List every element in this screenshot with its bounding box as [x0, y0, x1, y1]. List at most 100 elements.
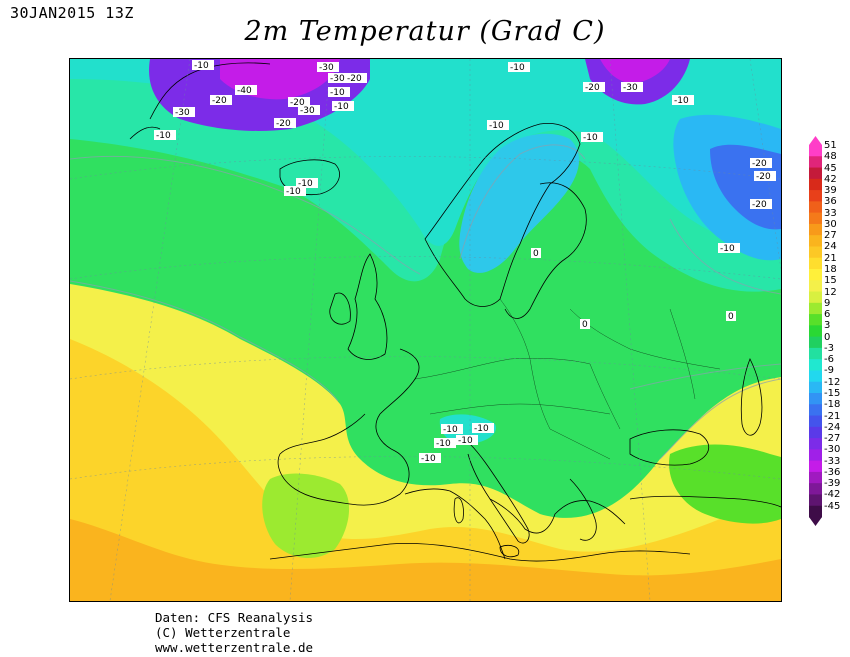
svg-text:-10: -10 — [286, 187, 301, 197]
contour-label: -20 — [754, 171, 776, 182]
copyright: (C) Wetterzentrale — [155, 625, 291, 640]
colorbar-swatch — [809, 201, 822, 214]
svg-text:-20: -20 — [347, 74, 362, 84]
colorbar-swatch — [809, 212, 822, 225]
colorbar-swatch — [809, 269, 822, 281]
colorbar-swatch — [809, 483, 822, 495]
contour-label: -30 — [621, 82, 643, 93]
colorbar-tick-label: 27 — [824, 230, 837, 242]
contour-label: -10 — [672, 95, 694, 106]
svg-text:0: 0 — [533, 249, 539, 259]
isotherms — [70, 144, 781, 460]
colorbar-swatch — [809, 393, 822, 405]
colorbar-tick-label: 48 — [824, 151, 837, 163]
colorbar-swatch — [809, 246, 822, 259]
svg-text:-30: -30 — [319, 63, 334, 73]
svg-text:-10: -10 — [443, 425, 458, 435]
contour-label: -10 — [328, 87, 350, 98]
colorbar-swatch — [809, 280, 822, 293]
colorbar-tick-label: 21 — [824, 252, 837, 264]
colorbar-swatch — [809, 471, 822, 484]
graticule — [70, 59, 781, 601]
svg-text:-20: -20 — [276, 119, 291, 129]
svg-text:-10: -10 — [510, 63, 525, 73]
page-title: 2m Temperatur (Grad C) — [244, 16, 606, 47]
temperature-map[interactable]: -10 -10 -30 -30 -20 -40 -20 -20 -30 -10 … — [69, 58, 782, 602]
colorbar-tick-label: -18 — [824, 399, 841, 411]
contour-label: -30 — [317, 62, 339, 73]
contour-label: -20 — [288, 97, 310, 108]
colorbar-swatch — [809, 190, 822, 202]
field-turkey — [669, 444, 781, 524]
colorbar-swatch — [809, 460, 822, 473]
svg-text:-30: -30 — [300, 106, 315, 116]
colorbar-tick-label: -24 — [824, 421, 841, 433]
svg-text:-30: -30 — [623, 83, 638, 93]
contour-label: -10 — [441, 424, 463, 435]
colorbar — [809, 136, 822, 526]
colorbar-swatch — [809, 415, 822, 428]
contour-label: -10 — [472, 423, 494, 434]
contour-label: -10 — [434, 438, 456, 449]
colorbar-swatch — [809, 505, 822, 518]
colorbar-tick-label: 18 — [824, 264, 837, 275]
svg-text:-10: -10 — [330, 88, 345, 98]
colorbar-tick-label: 9 — [824, 297, 831, 309]
colorbar-swatch — [809, 370, 822, 383]
svg-text:-20: -20 — [212, 96, 227, 106]
contour-label: -10 — [581, 132, 603, 143]
colorbar-tick-label: -39 — [824, 478, 841, 490]
field-cyan — [70, 59, 781, 246]
svg-text:-30: -30 — [175, 108, 190, 118]
colorbar-tick-label: 0 — [824, 331, 831, 343]
svg-text:0: 0 — [582, 320, 588, 330]
contour-label: -10 — [718, 243, 740, 254]
colorbar-tick-label: -45 — [824, 500, 841, 512]
svg-text:-20: -20 — [752, 159, 767, 169]
svg-text:-10: -10 — [421, 454, 436, 464]
field-africa-orange — [70, 519, 781, 601]
colorbar-tick-label: 33 — [824, 207, 837, 219]
colorbar-tick-label: -33 — [824, 455, 841, 467]
svg-text:-10: -10 — [720, 244, 735, 254]
colorbar-tick-label: -3 — [824, 342, 834, 354]
colorbar-swatch — [809, 291, 822, 304]
colorbar-swatch — [809, 257, 822, 270]
contour-label: -20 — [210, 95, 232, 106]
colorbar-tick-label: 6 — [824, 309, 831, 321]
colorbar-tick-label: -36 — [824, 466, 841, 478]
svg-text:-10: -10 — [334, 102, 349, 112]
colorbar-swatch — [809, 167, 822, 180]
timestamp: 30JAN2015 13Z — [10, 4, 134, 22]
website-link[interactable]: www.wetterzentrale.de — [155, 640, 314, 655]
field-scandinavia — [459, 133, 580, 273]
contour-label: -10 — [296, 178, 318, 189]
colorbar-bottom-triangle-icon — [809, 517, 822, 526]
contour-label: -10 — [487, 120, 509, 131]
svg-text:-10: -10 — [674, 96, 689, 106]
colorbar-tick-label: 36 — [824, 196, 837, 208]
colorbar-top-triangle-icon — [809, 136, 822, 145]
contour-label: -10 — [192, 60, 214, 71]
colorbar-tick-label: 51 — [824, 140, 837, 151]
colorbar-swatch — [809, 223, 822, 236]
colorbar-tick-label: -30 — [824, 444, 841, 456]
contour-label: -40 — [235, 85, 257, 96]
colorbar-tick-label: -27 — [824, 433, 841, 445]
colorbar-swatch — [809, 336, 822, 349]
svg-text:-10: -10 — [458, 436, 473, 446]
svg-text:-20: -20 — [290, 98, 305, 108]
svg-text:-10: -10 — [489, 121, 504, 131]
svg-text:-20: -20 — [756, 172, 771, 182]
svg-text:-10: -10 — [583, 133, 598, 143]
colorbar-tick-label: 24 — [824, 241, 837, 253]
contour-label: -20 — [345, 73, 367, 84]
contour-label: 0 — [580, 319, 590, 330]
field-south-warm — [70, 339, 781, 601]
contour-label: -20 — [583, 82, 605, 93]
contour-label: -20 — [274, 118, 296, 129]
colorbar-tick-label: 42 — [824, 173, 837, 185]
contour-label: -10 — [284, 186, 306, 197]
colorbar-swatch — [809, 494, 822, 507]
field-iberia — [262, 473, 350, 559]
